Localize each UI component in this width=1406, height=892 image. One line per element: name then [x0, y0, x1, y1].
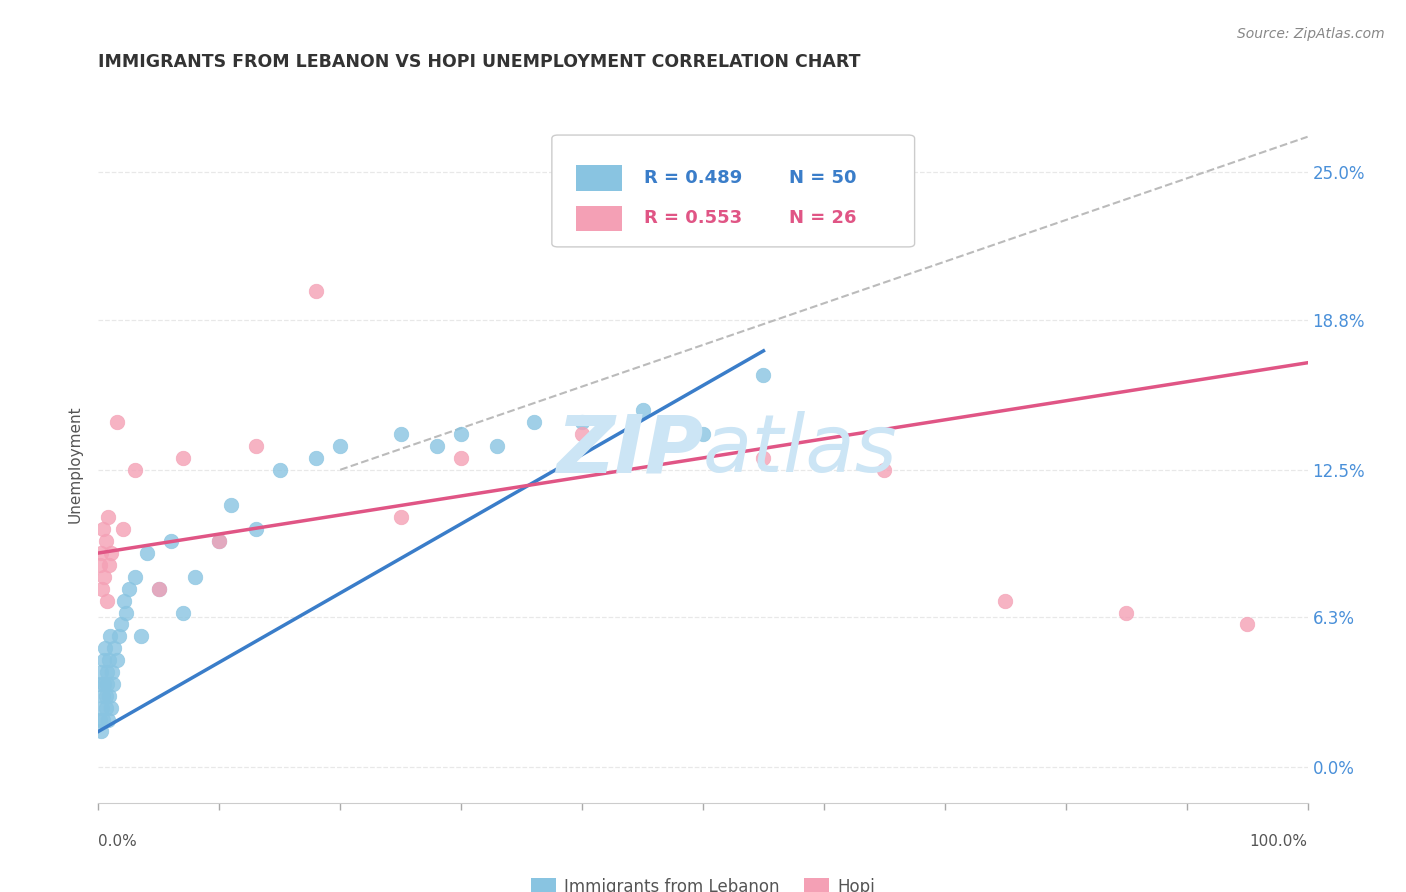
Text: N = 26: N = 26 — [789, 210, 856, 227]
Point — [523, 415, 546, 429]
Point — [115, 606, 138, 620]
Y-axis label: Unemployment: Unemployment — [67, 405, 83, 523]
Point — [208, 534, 231, 549]
Point — [91, 582, 114, 596]
Point — [97, 653, 120, 667]
Point — [148, 582, 170, 596]
Point — [89, 558, 111, 572]
Point — [96, 593, 118, 607]
Point — [329, 439, 352, 453]
Point — [90, 665, 112, 679]
Point — [112, 593, 135, 607]
Point — [1115, 606, 1137, 620]
Point — [752, 368, 775, 382]
Point — [91, 689, 114, 703]
Point — [111, 522, 134, 536]
Point — [93, 570, 115, 584]
Point — [305, 450, 328, 465]
Point — [245, 439, 267, 453]
Point — [90, 724, 112, 739]
Point — [486, 439, 509, 453]
Point — [100, 546, 122, 560]
Point — [105, 653, 128, 667]
Point — [172, 606, 194, 620]
Point — [96, 689, 118, 703]
Point — [118, 582, 141, 596]
Point — [124, 570, 146, 584]
Point — [98, 689, 121, 703]
Point — [105, 415, 128, 429]
Point — [389, 427, 412, 442]
Point — [873, 463, 896, 477]
Point — [221, 499, 243, 513]
FancyBboxPatch shape — [576, 165, 621, 191]
Point — [98, 629, 121, 643]
Point — [91, 700, 114, 714]
FancyBboxPatch shape — [576, 205, 621, 231]
Point — [100, 700, 122, 714]
Point — [389, 510, 412, 524]
Point — [692, 427, 714, 442]
Point — [96, 677, 118, 691]
Point — [752, 450, 775, 465]
Point — [93, 677, 115, 691]
Point — [245, 522, 267, 536]
Text: ZIP: ZIP — [555, 411, 703, 490]
Point — [89, 713, 111, 727]
Point — [124, 463, 146, 477]
Point — [91, 522, 114, 536]
Text: atlas: atlas — [703, 411, 898, 490]
Point — [135, 546, 157, 560]
Point — [269, 463, 291, 477]
Point — [1236, 617, 1258, 632]
Point — [108, 629, 131, 643]
Point — [100, 665, 122, 679]
Point — [571, 415, 593, 429]
Text: N = 50: N = 50 — [789, 169, 856, 186]
Point — [98, 558, 121, 572]
Point — [97, 713, 120, 727]
Point — [571, 427, 593, 442]
FancyBboxPatch shape — [553, 135, 915, 247]
Text: R = 0.553: R = 0.553 — [644, 210, 742, 227]
Point — [101, 677, 124, 691]
Point — [89, 677, 111, 691]
Point — [994, 593, 1017, 607]
Point — [450, 427, 472, 442]
Text: R = 0.489: R = 0.489 — [644, 169, 742, 186]
Point — [93, 653, 115, 667]
Point — [110, 617, 132, 632]
Point — [96, 665, 118, 679]
Text: Source: ZipAtlas.com: Source: ZipAtlas.com — [1237, 27, 1385, 41]
Text: 100.0%: 100.0% — [1250, 834, 1308, 849]
Point — [97, 510, 120, 524]
Text: IMMIGRANTS FROM LEBANON VS HOPI UNEMPLOYMENT CORRELATION CHART: IMMIGRANTS FROM LEBANON VS HOPI UNEMPLOY… — [98, 54, 860, 71]
Legend: Immigrants from Lebanon, Hopi: Immigrants from Lebanon, Hopi — [524, 871, 882, 892]
Point — [631, 403, 654, 417]
Point — [103, 641, 125, 656]
Point — [450, 450, 472, 465]
Point — [172, 450, 194, 465]
Point — [94, 641, 117, 656]
Point — [90, 546, 112, 560]
Point — [91, 713, 114, 727]
Point — [305, 285, 328, 299]
Point — [160, 534, 183, 549]
Point — [94, 700, 117, 714]
Point — [94, 534, 117, 549]
Text: 0.0%: 0.0% — [98, 834, 138, 849]
Point — [148, 582, 170, 596]
Point — [208, 534, 231, 549]
Point — [184, 570, 207, 584]
Point — [129, 629, 152, 643]
Point — [426, 439, 449, 453]
